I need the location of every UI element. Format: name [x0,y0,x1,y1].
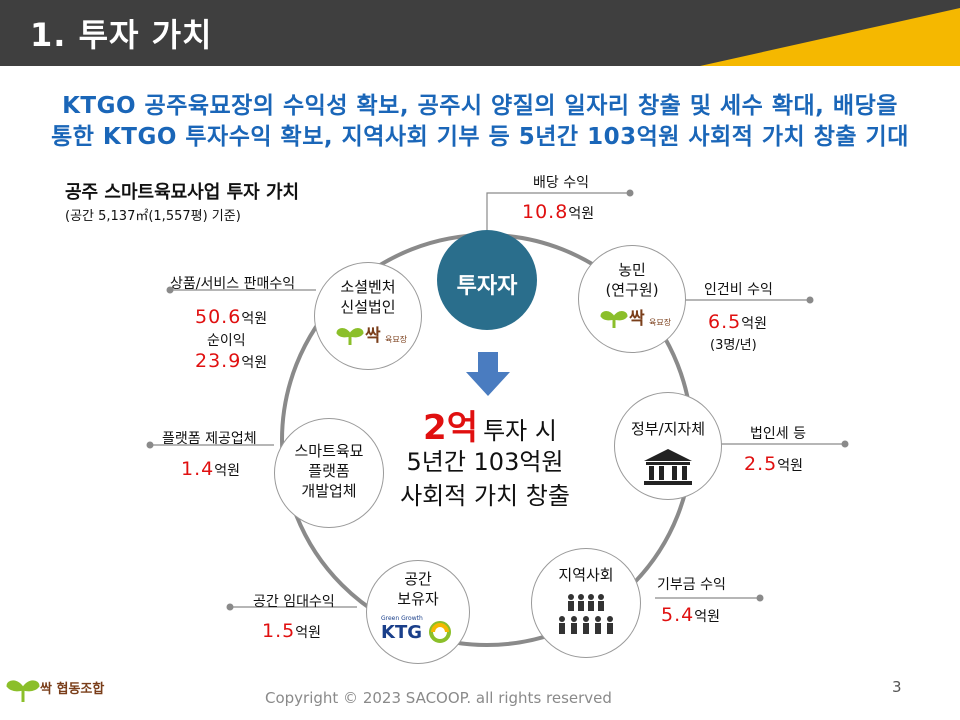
callout-sales-value: 50.6억원 [195,306,267,328]
ktg-logo-text: KTG [381,622,423,643]
node-label-line1: 스마트육묘 [294,442,364,460]
callout-labor-label: 인건비 수익 [704,282,773,298]
node-label-line2: (연구원) [605,281,659,299]
logo-text: 싹 [365,326,381,346]
page-number: 3 [892,678,902,696]
value-number: 5.4 [661,604,695,626]
callout-donation-value: 5.4억원 [661,604,720,626]
center-amount-line: 2억 투자 시 [380,400,600,449]
callout-sales-sublabel: 순이익 [207,333,246,349]
node-label-line1: 소셜벤처 [340,278,396,296]
callout-donation-label: 기부금 수익 [657,577,726,593]
investment-text: 투자 시 [483,417,557,445]
platform-node: 스마트육묘 플랫폼 개발업체 [274,418,384,528]
value-unit: 억원 [777,458,803,474]
node-label-line2: 보유자 [397,590,439,608]
ktg-swirl-icon [429,621,451,643]
diagram-title: 공주 스마트육묘사업 투자 가치 [65,182,300,203]
investment-amount: 2억 [423,408,478,448]
node-label-line1: 농민 [618,261,646,279]
value-unit: 억원 [694,609,720,625]
title-bar [0,0,960,66]
ktg-logo: Green Growth KTG [367,615,469,645]
footer-logo: 싹 협동조합 [6,672,116,708]
callout-labor-value: 6.5억원 [708,311,767,333]
callout-rent-value: 1.5억원 [262,620,321,642]
value-number: 6.5 [708,311,742,333]
node-label-line1: 공간 [404,570,432,588]
callout-labor-note: (3명/년) [710,338,757,353]
value-unit: 억원 [295,625,321,641]
center-line-2: 5년간 103억원 [406,448,564,476]
space-owner-node: 공간 보유자 Green Growth KTG [366,560,470,664]
sprout-icon [600,311,628,328]
callout-tax-label: 법인세 등 [750,426,806,442]
value-number: 10.8 [522,201,569,223]
value-number: 23.9 [195,350,242,372]
government-building-icon [644,449,692,485]
node-label-line3: 개발업체 [301,482,357,500]
people-group-icon [559,594,613,634]
farmer-node: 농민 (연구원) 싹 육묘장 [578,245,686,353]
value-number: 50.6 [195,306,242,328]
value-number: 2.5 [744,453,778,475]
value-unit: 억원 [241,311,268,327]
callout-sales-subvalue: 23.9억원 [195,350,267,372]
headline-line-2: 통한 KTGO 투자수익 확보, 지역사회 기부 등 5년간 103억원 사회적… [51,124,909,150]
community-node: 지역사회 [531,548,641,658]
footer-logo-text: 싹 협동조합 [40,682,105,697]
node-label-line2: 플랫폼 [308,462,350,480]
value-unit: 억원 [741,316,767,332]
logo-subtext: 육묘장 [649,318,672,327]
callout-dividend-value: 10.8억원 [522,201,594,223]
callout-platform-value: 1.4억원 [181,458,240,480]
copyright-text: Copyright © 2023 SACOOP. all rights rese… [265,689,612,707]
value-unit: 억원 [568,206,595,222]
callout-sales-label: 상품/서비스 판매수익 [170,276,296,292]
callout-platform-label: 플랫폼 제공업체 [162,431,257,447]
investor-node: 투자자 [437,230,537,330]
callout-dividend-label: 배당 수익 [533,175,589,191]
callout-tax-value: 2.5억원 [744,453,803,475]
ssak-logo: 싹 육묘장 [315,321,421,349]
ktg-logo-sub: Green Growth [381,615,423,622]
slide-title: 1. 투자 가치 [30,16,213,54]
callout-rent-label: 공간 임대수익 [253,594,335,610]
value-number: 1.5 [262,620,296,642]
node-label: 지역사회 [558,566,614,584]
logo-subtext: 육묘장 [385,335,408,344]
social-venture-node: 소셜벤처 신설법인 싹 육묘장 [314,262,422,370]
value-unit: 억원 [214,463,240,479]
node-label-line2: 신설법인 [340,298,396,316]
ssak-logo: 싹 육묘장 [579,304,685,332]
diagram-subtitle: (공간 5,137㎡(1,557평) 기준) [65,209,241,224]
value-unit: 억원 [241,355,268,371]
sprout-icon [6,680,40,702]
sprout-icon [336,328,364,345]
value-number: 1.4 [181,458,215,480]
center-line-3: 사회적 가치 창출 [400,482,570,510]
logo-text: 싹 [629,309,645,329]
government-node: 정부/지자체 [614,392,722,500]
node-label: 정부/지자체 [630,420,706,438]
investor-label: 투자자 [456,274,518,299]
headline-line-1: KTGO 공주육묘장의 수익성 확보, 공주시 양질의 일자리 창출 및 세수 … [62,93,898,119]
